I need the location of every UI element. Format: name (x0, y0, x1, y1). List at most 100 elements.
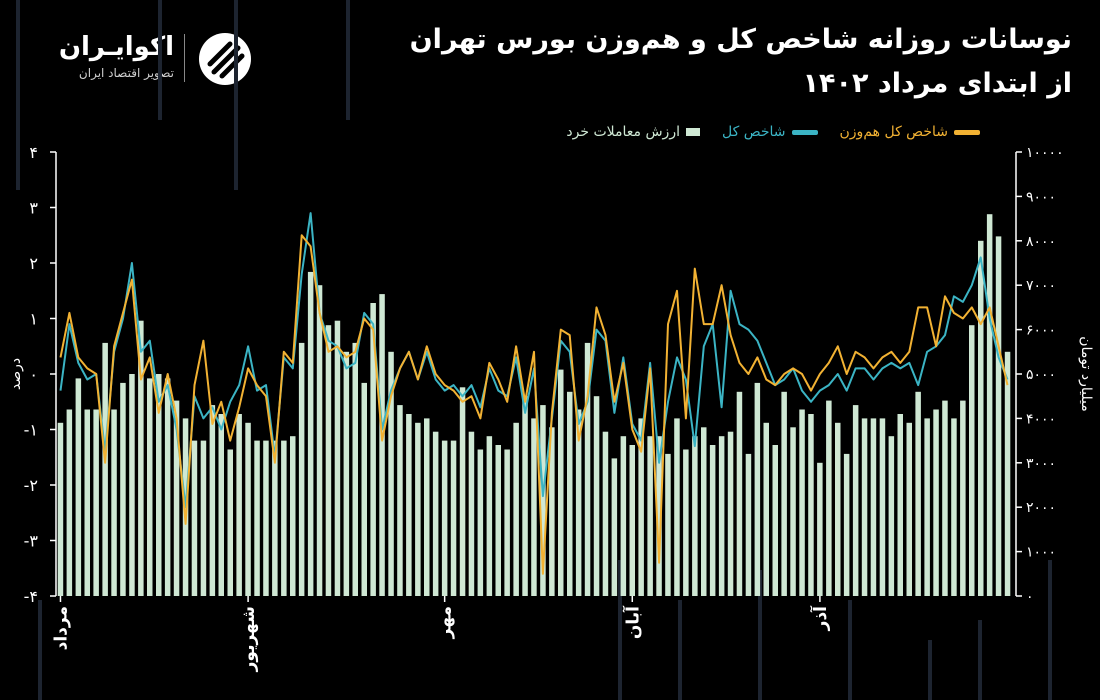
bar (763, 422, 769, 596)
bar (843, 453, 850, 596)
month-label: آذر (809, 605, 831, 632)
bar (558, 369, 564, 596)
bar (147, 378, 153, 596)
bar (245, 422, 251, 596)
bar (772, 445, 778, 596)
legend-item-total-index: شاخص کل (722, 124, 818, 140)
bar (66, 409, 73, 596)
bar (683, 449, 689, 596)
bar (388, 351, 394, 596)
bar (522, 396, 528, 596)
bar (754, 382, 761, 596)
bar (692, 436, 698, 596)
right-tick-label: ۷۰۰۰ (1026, 278, 1056, 294)
legend-swatch (954, 129, 980, 135)
bar (129, 374, 135, 596)
bar (361, 382, 367, 596)
bar (602, 431, 609, 596)
bar (173, 400, 180, 596)
right-tick-label: ۳۰۰۰ (1026, 456, 1056, 472)
bar (995, 236, 1002, 596)
bar (647, 436, 653, 596)
bar (290, 436, 296, 596)
bar (200, 440, 207, 596)
bar (567, 391, 573, 596)
bar (424, 418, 430, 596)
bar (701, 427, 707, 596)
bar (638, 418, 644, 596)
legend-swatch (685, 128, 700, 136)
bar (736, 391, 743, 596)
left-axis-label: درصد (8, 358, 24, 390)
left-tick-label: ۲ (29, 254, 38, 273)
legend-item-equal-index: شاخص کل هم‌وزن (840, 124, 980, 140)
bar (504, 449, 510, 596)
legend-swatch (791, 129, 818, 135)
bar (307, 271, 314, 596)
bar (826, 400, 832, 596)
month-label: مرداد (51, 606, 71, 650)
bar (272, 440, 278, 596)
bar (191, 440, 198, 596)
bar (441, 440, 448, 596)
bar (164, 378, 171, 596)
bar (611, 458, 618, 596)
month-label: مهر (436, 606, 456, 639)
background-decoration (16, 0, 1052, 700)
left-tick-label: ۳ (29, 199, 38, 218)
bar (906, 422, 912, 596)
bar (459, 387, 466, 596)
bar (531, 418, 537, 596)
left-tick-label: -۴ (24, 587, 38, 606)
bar (897, 414, 903, 596)
bar (790, 427, 796, 596)
bar (254, 440, 260, 596)
bar (84, 409, 90, 596)
month-label: شهریور (239, 606, 259, 672)
bar (156, 374, 162, 596)
left-tick-label: ۰ (29, 365, 38, 384)
bar (379, 294, 385, 596)
bar (406, 414, 412, 596)
bar (745, 453, 752, 596)
chart-subtitle: از ابتدای مرداد ۱۴۰۲ (802, 68, 1072, 99)
right-tick-label: ۰ (1026, 589, 1034, 605)
bar (120, 382, 126, 596)
right-tick-label: ۲۰۰۰ (1026, 500, 1056, 516)
bar (674, 418, 680, 596)
bar (111, 409, 117, 596)
bar (281, 440, 287, 596)
bar (209, 405, 216, 596)
bar (298, 342, 305, 596)
bar (879, 418, 886, 596)
bar (75, 378, 82, 596)
right-tick-label: ۱۰۰۰ (1026, 545, 1056, 561)
right-tick-label: ۴۰۰۰ (1026, 411, 1056, 427)
bar (915, 391, 921, 596)
brand-separator (184, 34, 185, 82)
bar (432, 431, 439, 596)
bar (620, 436, 627, 596)
bar (924, 418, 930, 596)
bar (978, 240, 984, 597)
bar (93, 409, 99, 596)
bar (986, 214, 993, 596)
bar (138, 320, 144, 596)
chart-title-block: نوسانات روزانه شاخص کل و هم‌وزن بورس تهر… (410, 18, 1072, 106)
legend: شاخص کل هم‌وزن شاخص کل ارزش معاملات خرد (566, 124, 980, 140)
bar (397, 405, 403, 596)
bar (1004, 351, 1011, 596)
lines-group (59, 212, 1009, 575)
equal-index-line (59, 234, 1009, 575)
bar (227, 449, 233, 596)
bar (352, 342, 358, 596)
right-tick-label: ۹۰۰۰ (1026, 189, 1056, 205)
legend-label: شاخص کل هم‌وزن (839, 124, 948, 140)
bar (709, 445, 716, 596)
bar (57, 422, 64, 596)
bar (799, 409, 805, 596)
bar (477, 449, 484, 596)
right-tick-label: ۵۰۰۰ (1026, 367, 1056, 383)
bar (870, 418, 877, 596)
